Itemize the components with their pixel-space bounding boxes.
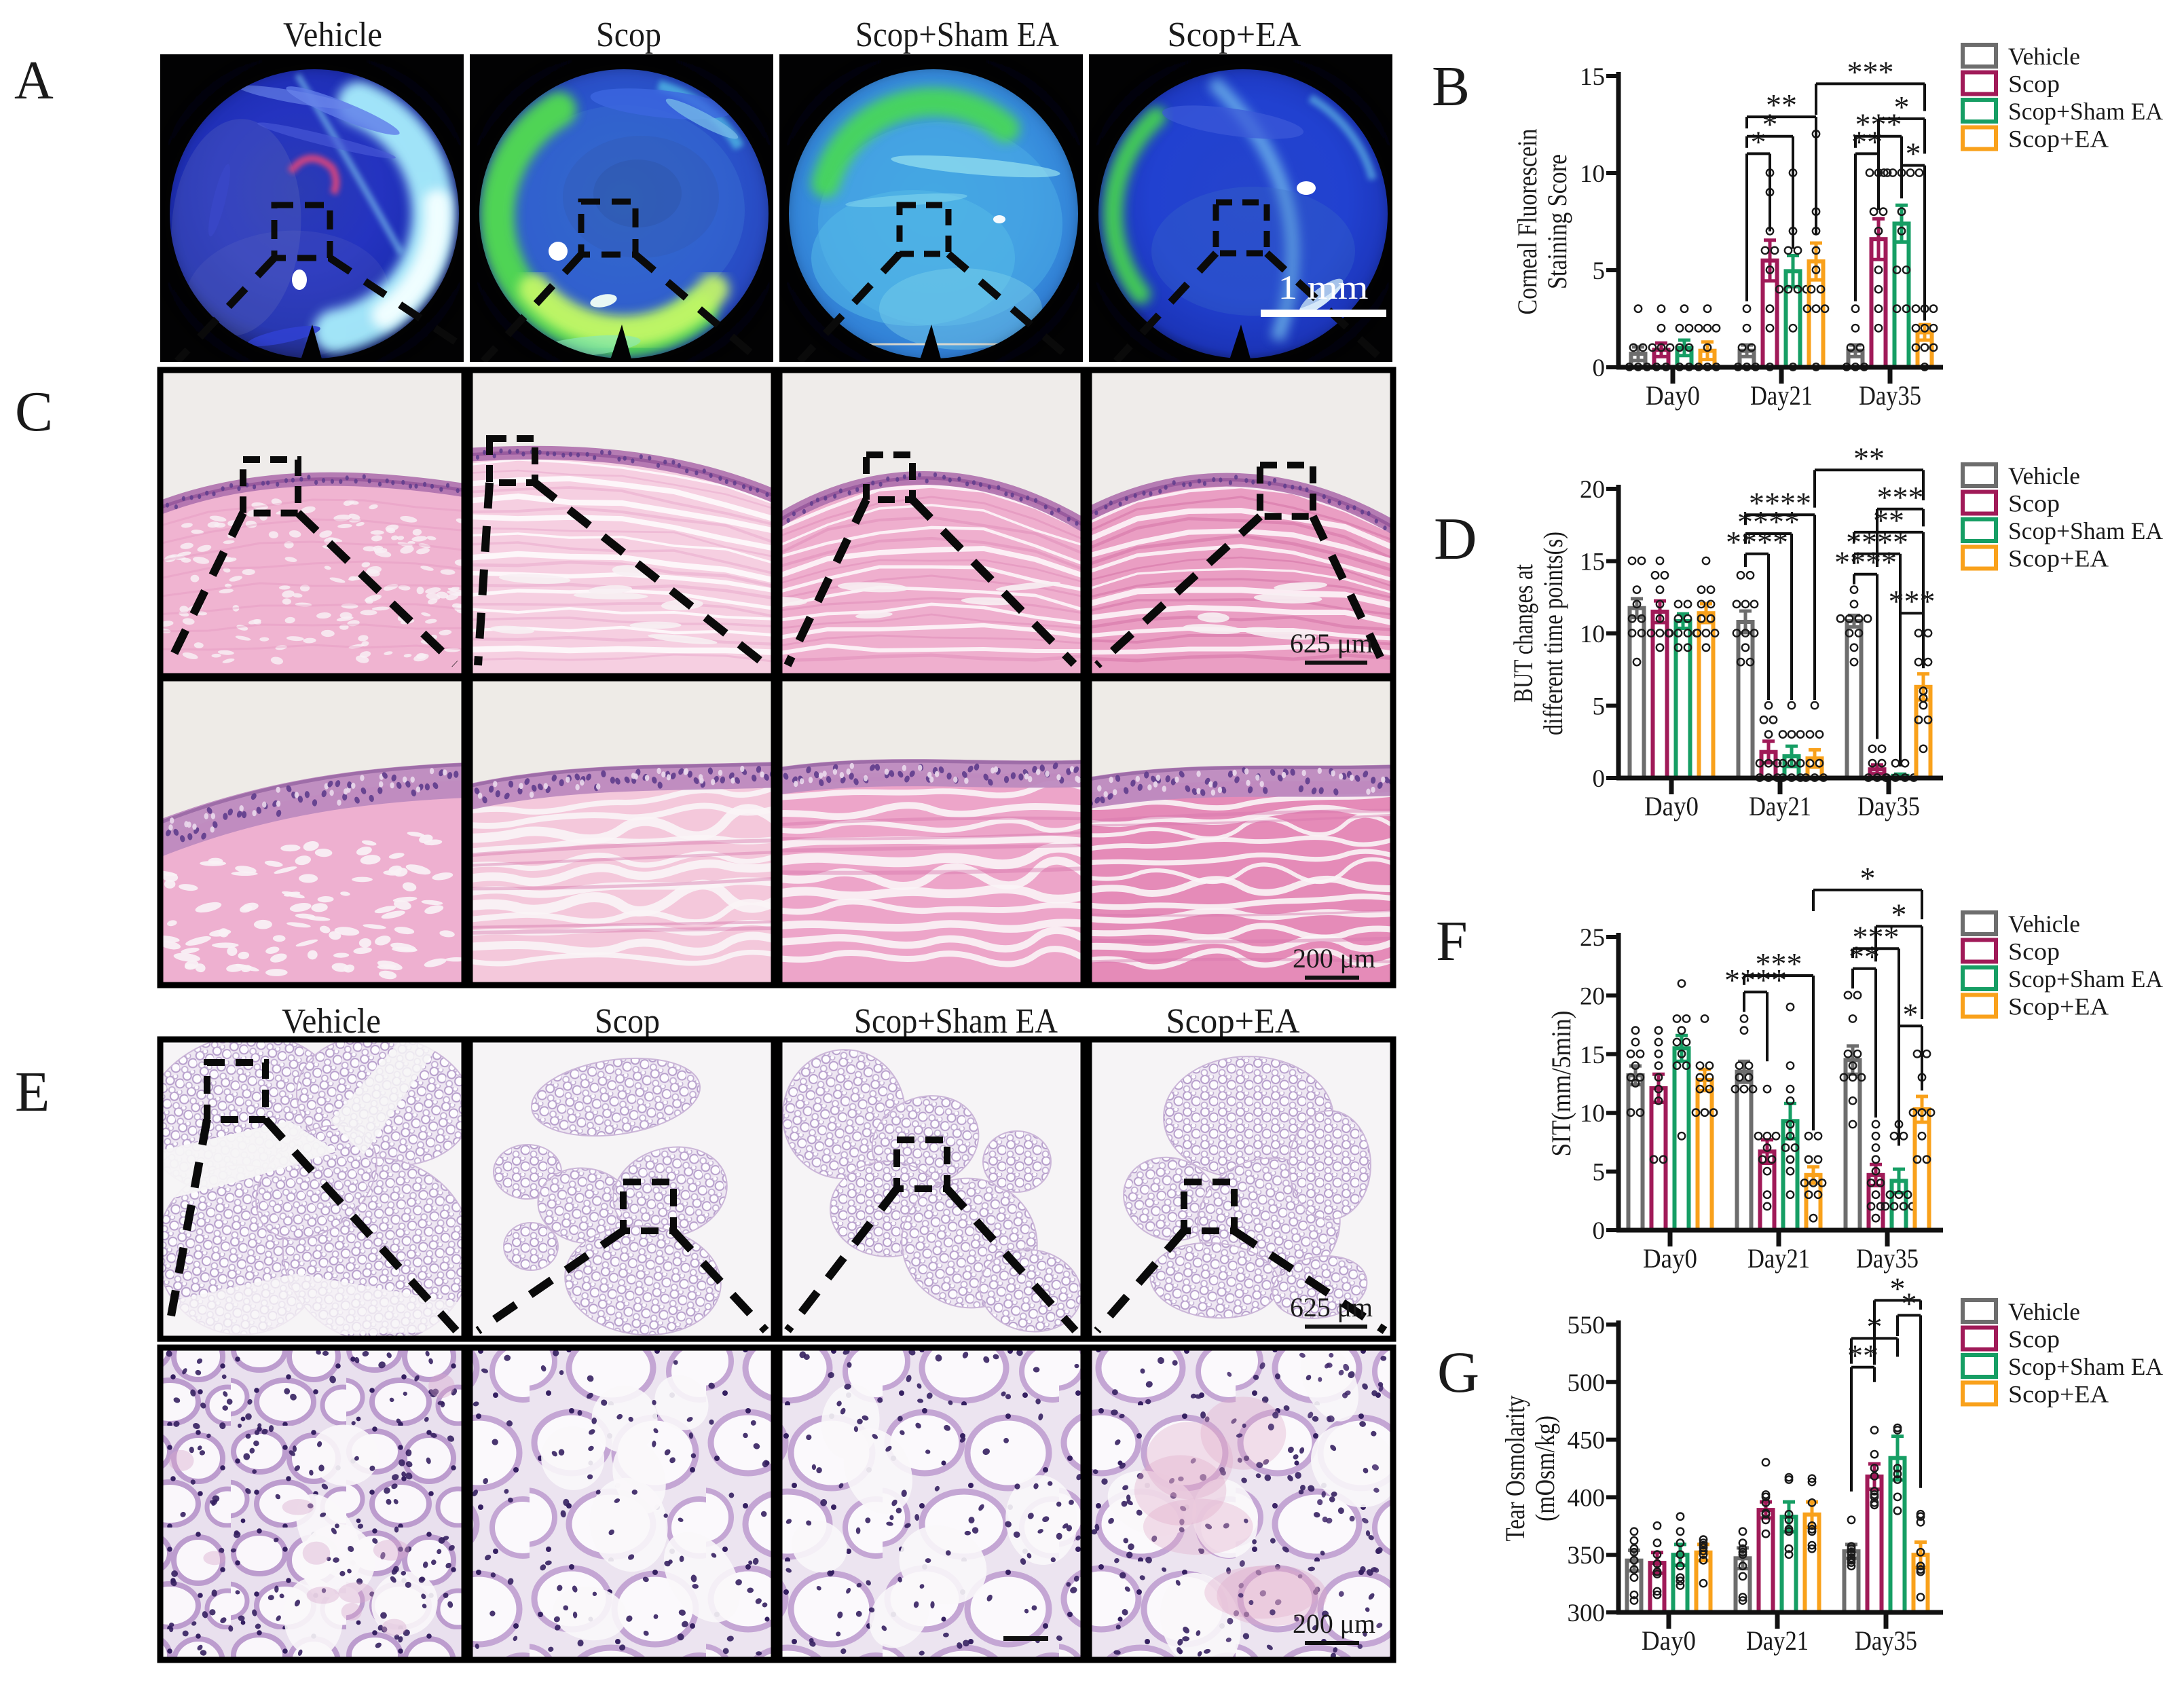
svg-text:Scop+EA: Scop+EA: [2008, 1381, 2109, 1408]
svg-text:Vehicle: Vehicle: [2008, 43, 2080, 70]
svg-text:Day35: Day35: [1855, 1625, 1917, 1656]
svg-text:Scop: Scop: [2008, 71, 2060, 98]
svg-text:*: *: [1894, 90, 1910, 124]
svg-text:Vehicle: Vehicle: [282, 1002, 381, 1041]
svg-text:Scop+Sham EA: Scop+Sham EA: [855, 16, 1059, 54]
svg-text:Scop: Scop: [595, 1002, 660, 1041]
svg-text:Day21: Day21: [1746, 1625, 1809, 1656]
svg-text:450: 450: [1568, 1427, 1606, 1455]
svg-text:Vehicle: Vehicle: [283, 16, 382, 54]
svg-text:SIT(mm/5min): SIT(mm/5min): [1546, 1011, 1576, 1157]
svg-text:5: 5: [1593, 1159, 1606, 1187]
svg-text:Vehicle: Vehicle: [2008, 462, 2080, 489]
svg-text:Day0: Day0: [1644, 791, 1699, 821]
svg-text:Vehicle: Vehicle: [2008, 1298, 2080, 1325]
svg-text:BUT changes at: BUT changes at: [1508, 564, 1538, 703]
svg-text:Staining Score: Staining Score: [1542, 154, 1572, 289]
svg-text:*: *: [1903, 997, 1919, 1031]
svg-text:****: ****: [1737, 504, 1800, 539]
svg-text:A: A: [14, 51, 54, 111]
svg-text:Day0: Day0: [1646, 380, 1700, 411]
svg-text:15: 15: [1580, 549, 1605, 576]
svg-text:B: B: [1432, 55, 1470, 118]
svg-text:625 μm: 625 μm: [1290, 1292, 1373, 1323]
svg-text:Day35: Day35: [1856, 1243, 1919, 1274]
svg-text:F: F: [1436, 910, 1468, 973]
svg-text:***: ***: [1756, 946, 1802, 981]
svg-text:Scop+Sham EA: Scop+Sham EA: [2008, 965, 2163, 993]
svg-text:Corneal Fluorescein: Corneal Fluorescein: [1512, 129, 1542, 315]
svg-text:Day0: Day0: [1643, 1243, 1697, 1274]
svg-text:10: 10: [1580, 160, 1605, 188]
svg-text:625 μm: 625 μm: [1290, 628, 1373, 659]
svg-text:Scop+Sham EA: Scop+Sham EA: [854, 1002, 1058, 1041]
svg-text:0: 0: [1593, 1217, 1606, 1245]
svg-text:***: ***: [1889, 584, 1936, 618]
svg-text:15: 15: [1580, 63, 1605, 91]
svg-text:350: 350: [1568, 1542, 1606, 1570]
svg-text:different time points(s): different time points(s): [1538, 532, 1568, 735]
svg-text:Scop: Scop: [2008, 490, 2060, 517]
svg-text:C: C: [15, 380, 53, 443]
svg-text:Day35: Day35: [1857, 791, 1920, 821]
svg-text:*: *: [1891, 897, 1907, 931]
svg-text:5: 5: [1593, 257, 1606, 285]
svg-text:400: 400: [1568, 1484, 1606, 1512]
svg-text:Day0: Day0: [1642, 1625, 1696, 1656]
svg-text:0: 0: [1593, 354, 1606, 382]
svg-text:Scop+Sham EA: Scop+Sham EA: [2008, 1353, 2163, 1380]
svg-text:20: 20: [1580, 476, 1605, 504]
svg-text:Scop: Scop: [2008, 938, 2060, 965]
svg-text:**: **: [1853, 441, 1885, 475]
svg-text:*: *: [1860, 861, 1876, 895]
svg-text:****: ****: [1834, 545, 1897, 580]
svg-text:*: *: [1890, 1271, 1906, 1306]
svg-text:***: ***: [1877, 480, 1924, 515]
svg-text:Day21: Day21: [1749, 791, 1811, 821]
svg-text:Tear Osmolarity: Tear Osmolarity: [1500, 1396, 1530, 1542]
svg-text:550: 550: [1568, 1312, 1606, 1339]
svg-text:(mOsm/kg): (mOsm/kg): [1530, 1416, 1560, 1521]
svg-text:1 mm: 1 mm: [1278, 268, 1369, 306]
svg-text:Scop+EA: Scop+EA: [1168, 16, 1301, 54]
svg-text:**: **: [1766, 88, 1797, 122]
svg-text:500: 500: [1568, 1369, 1606, 1397]
svg-text:Day35: Day35: [1859, 380, 1921, 411]
svg-text:20: 20: [1580, 982, 1605, 1010]
svg-text:Scop+Sham EA: Scop+Sham EA: [2008, 98, 2163, 125]
svg-text:Scop: Scop: [2008, 1326, 2060, 1353]
svg-text:Day21: Day21: [1750, 380, 1813, 411]
svg-text:***: ***: [1847, 54, 1894, 89]
svg-text:15: 15: [1580, 1041, 1605, 1069]
svg-text:300: 300: [1568, 1599, 1606, 1627]
svg-text:200 μm: 200 μm: [1293, 1608, 1375, 1639]
svg-text:G: G: [1437, 1339, 1479, 1405]
svg-text:****: ****: [1724, 963, 1787, 997]
svg-text:Scop: Scop: [596, 16, 661, 54]
svg-text:Day21: Day21: [1747, 1243, 1810, 1274]
svg-text:****: ****: [1749, 485, 1811, 520]
svg-text:0: 0: [1593, 765, 1606, 793]
svg-text:5: 5: [1593, 693, 1606, 721]
svg-text:Scop+EA: Scop+EA: [1166, 1002, 1300, 1041]
svg-text:Scop+Sham EA: Scop+Sham EA: [2008, 517, 2163, 544]
svg-text:Vehicle: Vehicle: [2008, 910, 2080, 938]
svg-text:****: ****: [1726, 525, 1788, 559]
svg-text:200 μm: 200 μm: [1293, 943, 1375, 974]
svg-text:*: *: [1751, 124, 1766, 159]
svg-text:Scop+EA: Scop+EA: [2008, 993, 2109, 1020]
svg-text:Scop+EA: Scop+EA: [2008, 545, 2109, 572]
svg-text:*: *: [1906, 136, 1921, 171]
svg-text:*: *: [1902, 1286, 1917, 1320]
svg-text:10: 10: [1580, 621, 1605, 648]
svg-text:10: 10: [1580, 1100, 1605, 1128]
svg-text:Scop+EA: Scop+EA: [2008, 126, 2109, 153]
svg-text:D: D: [1434, 506, 1477, 572]
svg-text:25: 25: [1580, 924, 1605, 952]
svg-text:E: E: [15, 1060, 50, 1124]
